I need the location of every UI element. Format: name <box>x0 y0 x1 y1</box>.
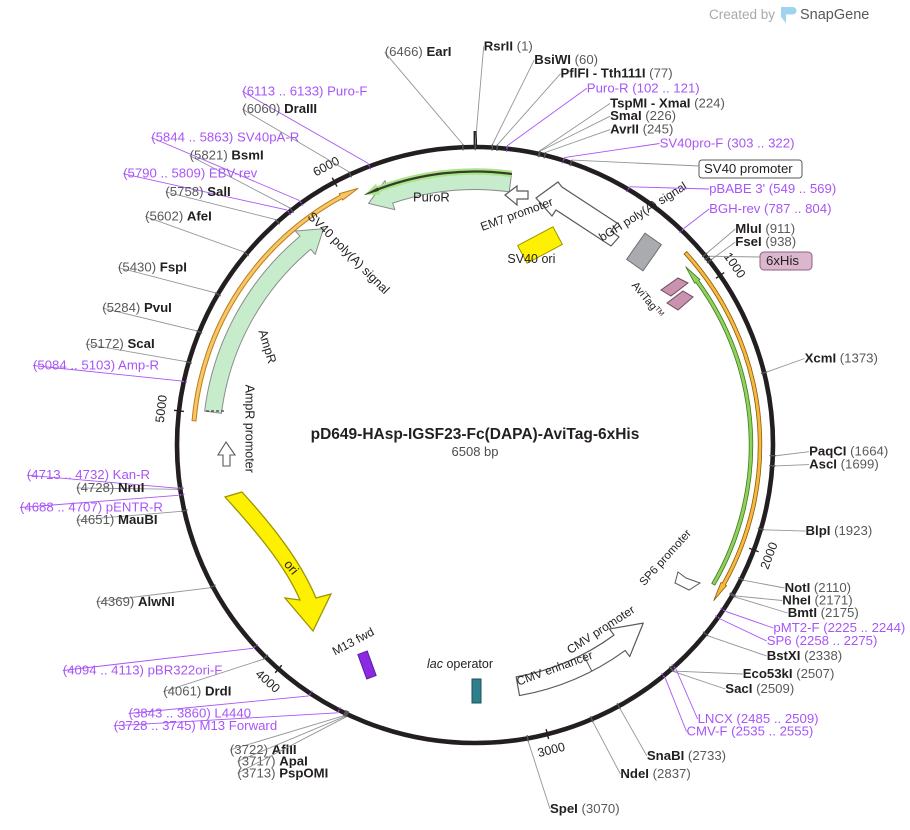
svg-text:bGH poly(A) signal: bGH poly(A) signal <box>596 179 689 244</box>
svg-text:(3728 .. 3745) M13 Forward: (3728 .. 3745) M13 Forward <box>114 718 277 733</box>
svg-text:Puro-R (102 .. 121): Puro-R (102 .. 121) <box>587 80 700 95</box>
svg-text:6000: 6000 <box>311 154 342 179</box>
svg-text:(5602) AfeI: (5602) AfeI <box>145 208 212 223</box>
svg-text:SV40 promoter: SV40 promoter <box>704 161 793 176</box>
svg-text:Created by: Created by <box>709 7 775 22</box>
svg-text:SV40 ori: SV40 ori <box>507 252 555 266</box>
svg-text:PuroR: PuroR <box>413 190 450 205</box>
svg-text:CMV-F (2535 .. 2555): CMV-F (2535 .. 2555) <box>687 724 814 739</box>
svg-text:(6466) EarI: (6466) EarI <box>385 44 452 59</box>
svg-text:SnaBI (2733): SnaBI (2733) <box>647 748 726 763</box>
svg-text:5000: 5000 <box>153 394 170 423</box>
svg-text:1000: 1000 <box>721 250 748 281</box>
svg-text:pD649-HAsp-IGSF23-Fc(DAPA)-Avi: pD649-HAsp-IGSF23-Fc(DAPA)-AviTag-6xHis <box>311 426 640 443</box>
svg-text:RsrII (1): RsrII (1) <box>484 38 533 53</box>
svg-text:lac operator: lac operator <box>427 657 493 671</box>
svg-text:6508 bp: 6508 bp <box>452 444 499 459</box>
svg-text:(5844 .. 5863) SV40pA-R: (5844 .. 5863) SV40pA-R <box>151 130 299 145</box>
svg-text:SV40 poly(A) signal: SV40 poly(A) signal <box>305 209 393 297</box>
svg-text:AviTagTM: AviTagTM <box>629 280 666 321</box>
svg-text:BGH-rev (787 .. 804): BGH-rev (787 .. 804) <box>709 201 831 216</box>
svg-text:(5284) PvuI: (5284) PvuI <box>102 300 172 315</box>
svg-text:BsiWI (60): BsiWI (60) <box>534 52 598 67</box>
svg-text:BmtI (2175): BmtI (2175) <box>788 605 859 620</box>
svg-text:AmpR promoter: AmpR promoter <box>242 385 256 473</box>
svg-text:2000: 2000 <box>758 540 781 571</box>
svg-text:SnapGene: SnapGene <box>800 7 869 23</box>
svg-text:AvrII (245): AvrII (245) <box>610 122 673 137</box>
svg-text:SacI (2509): SacI (2509) <box>725 681 794 696</box>
svg-text:AmpR: AmpR <box>255 328 279 365</box>
svg-text:(5821) BsmI: (5821) BsmI <box>190 148 264 163</box>
svg-text:NdeI (2837): NdeI (2837) <box>620 766 690 781</box>
svg-text:(5084 .. 5103) Amp-R: (5084 .. 5103) Amp-R <box>33 358 159 373</box>
svg-text:(5790 .. 5809) EBV-rev: (5790 .. 5809) EBV-rev <box>123 166 258 181</box>
svg-text:BlpI (1923): BlpI (1923) <box>806 523 873 538</box>
svg-text:3000: 3000 <box>536 740 566 760</box>
svg-text:6xHis: 6xHis <box>766 253 799 268</box>
svg-text:(5172) ScaI: (5172) ScaI <box>86 336 155 351</box>
svg-text:M13 fwd: M13 fwd <box>330 625 377 659</box>
svg-text:(4094 .. 4113) pBR322ori-F: (4094 .. 4113) pBR322ori-F <box>63 663 223 678</box>
svg-text:(4651) MauBI: (4651) MauBI <box>76 512 157 527</box>
svg-text:(4369) AlwNI: (4369) AlwNI <box>96 594 174 609</box>
svg-text:pBABE 3' (549 .. 569): pBABE 3' (549 .. 569) <box>709 181 836 196</box>
svg-text:SpeI (3070): SpeI (3070) <box>550 801 620 816</box>
svg-text:PflFI - Tth111I (77): PflFI - Tth111I (77) <box>561 66 673 81</box>
svg-text:(4728) NruI: (4728) NruI <box>76 480 144 495</box>
svg-text:(5430) FspI: (5430) FspI <box>118 260 187 275</box>
svg-text:BstXI (2338): BstXI (2338) <box>767 648 843 663</box>
svg-text:AscI (1699): AscI (1699) <box>809 457 879 472</box>
svg-text:(6113 .. 6133) Puro-F: (6113 .. 6133) Puro-F <box>242 83 367 98</box>
svg-text:(5758) SalI: (5758) SalI <box>165 184 230 199</box>
svg-text:SV40pro-F (303 .. 322): SV40pro-F (303 .. 322) <box>660 136 795 151</box>
svg-text:(6060) DraIII: (6060) DraIII <box>242 101 317 116</box>
svg-text:XcmI (1373): XcmI (1373) <box>805 351 878 366</box>
svg-text:FseI (938): FseI (938) <box>735 234 796 249</box>
svg-text:(4061) DrdI: (4061) DrdI <box>163 684 231 699</box>
svg-text:SP6 (2258 .. 2275): SP6 (2258 .. 2275) <box>767 633 878 648</box>
svg-text:Eco53kI (2507): Eco53kI (2507) <box>743 666 835 681</box>
svg-text:(3713) PspOMI: (3713) PspOMI <box>237 765 328 780</box>
